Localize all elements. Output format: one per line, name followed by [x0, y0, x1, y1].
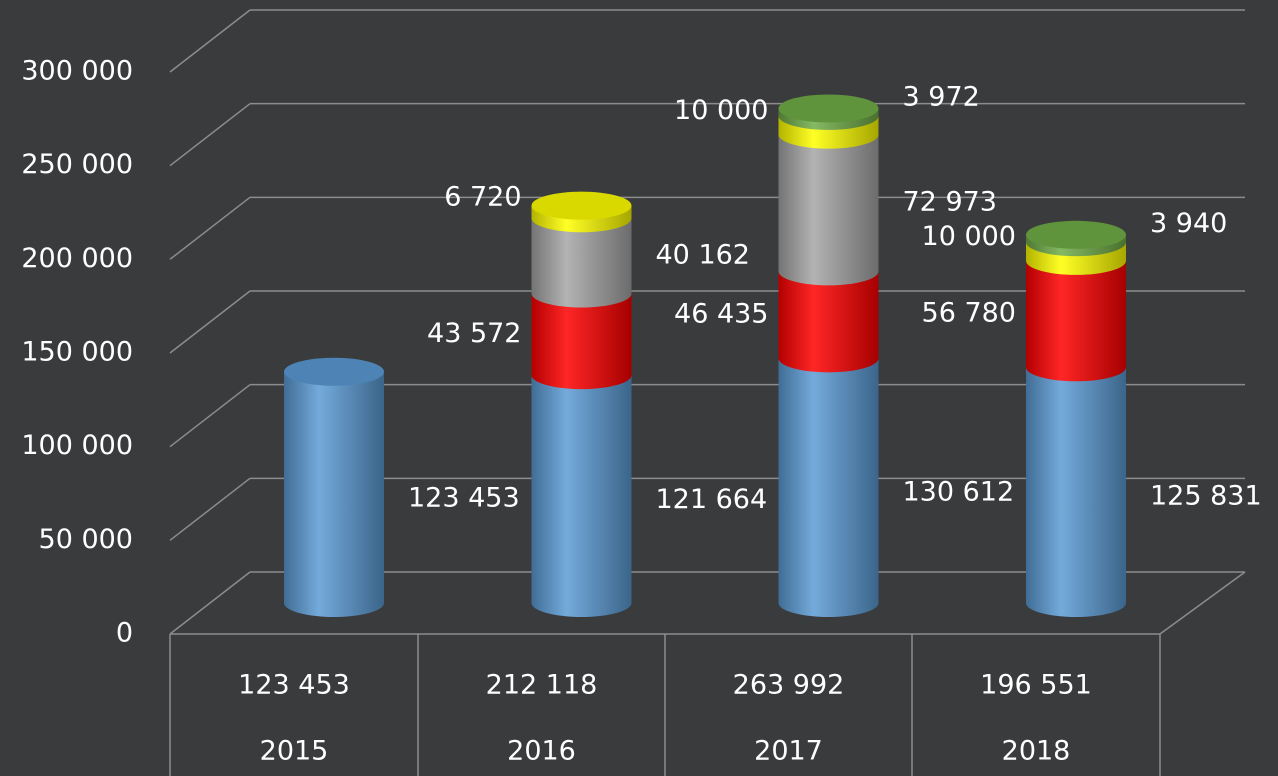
bar-segment — [778, 358, 879, 603]
grid-line — [169, 571, 251, 635]
data-label: 40 162 — [656, 239, 750, 270]
table-total: 123 453 — [238, 670, 350, 701]
table-total: 263 992 — [733, 670, 845, 701]
y-tick-label: 250 000 — [21, 149, 133, 180]
data-label: 72 973 — [903, 186, 997, 217]
x-tick-label: 2016 — [507, 736, 576, 767]
bar-top — [1026, 220, 1126, 249]
data-label: 125 831 — [1150, 480, 1262, 511]
data-label: 130 612 — [903, 476, 1015, 507]
bar-top — [284, 357, 384, 386]
data-label: 46 435 — [674, 298, 768, 329]
data-label: 10 000 — [674, 95, 768, 126]
bar-top — [531, 191, 632, 220]
y-tick-label: 150 000 — [21, 337, 133, 368]
data-label: 10 000 — [922, 221, 1016, 252]
bar-segment — [1026, 367, 1126, 603]
x-tick-label: 2017 — [754, 736, 823, 767]
bar-segment — [778, 134, 879, 272]
data-label: 3 940 — [1150, 208, 1227, 239]
y-tick-label: 50 000 — [39, 524, 133, 555]
y-tick-label: 300 000 — [21, 56, 133, 87]
bar-segment — [778, 271, 879, 359]
grid-line — [169, 384, 251, 448]
y-tick-label: 200 000 — [21, 243, 133, 274]
x-tick-label: 2018 — [1002, 736, 1071, 767]
data-label: 56 780 — [922, 298, 1016, 329]
bar-segment — [531, 375, 632, 603]
data-label: 123 453 — [408, 482, 520, 513]
floor-right-edge — [1159, 571, 1246, 635]
data-label: 43 572 — [427, 318, 521, 349]
data-label: 3 972 — [903, 82, 980, 113]
grid-line — [169, 290, 251, 354]
y-tick-label: 0 — [116, 618, 133, 649]
bar-top — [778, 94, 879, 123]
grid-line — [169, 196, 251, 260]
x-tick-label: 2015 — [260, 736, 329, 767]
grid-line — [169, 477, 251, 541]
data-label: 121 664 — [656, 484, 768, 515]
grid-line — [169, 103, 251, 167]
y-tick-label: 100 000 — [21, 430, 133, 461]
bar-segment — [1026, 260, 1126, 368]
table-total: 212 118 — [486, 670, 598, 701]
table-total: 196 551 — [980, 670, 1092, 701]
bar-segment — [284, 371, 384, 603]
grid-line — [169, 9, 251, 73]
data-label: 6 720 — [444, 181, 521, 212]
